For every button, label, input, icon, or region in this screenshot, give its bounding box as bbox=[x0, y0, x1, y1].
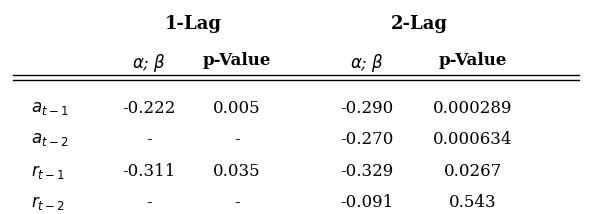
Text: $r_{t-1}$: $r_{t-1}$ bbox=[31, 163, 65, 181]
Text: $a_{t-2}$: $a_{t-2}$ bbox=[31, 131, 68, 148]
Text: 0.005: 0.005 bbox=[213, 100, 261, 117]
Text: -: - bbox=[234, 131, 240, 148]
Text: $\alpha$; $\beta$: $\alpha$; $\beta$ bbox=[132, 52, 166, 74]
Text: $r_{t-2}$: $r_{t-2}$ bbox=[31, 194, 65, 212]
Text: 0.0267: 0.0267 bbox=[443, 163, 502, 180]
Text: 1-Lag: 1-Lag bbox=[165, 15, 221, 33]
Text: 2-Lag: 2-Lag bbox=[391, 15, 448, 33]
Text: 0.000634: 0.000634 bbox=[433, 131, 513, 148]
Text: 0.000289: 0.000289 bbox=[433, 100, 513, 117]
Text: 0.543: 0.543 bbox=[449, 194, 497, 211]
Text: -0.311: -0.311 bbox=[122, 163, 175, 180]
Text: -: - bbox=[146, 194, 152, 211]
Text: -: - bbox=[234, 194, 240, 211]
Text: $a_{t-1}$: $a_{t-1}$ bbox=[31, 100, 68, 117]
Text: -0.222: -0.222 bbox=[122, 100, 175, 117]
Text: 0.035: 0.035 bbox=[213, 163, 261, 180]
Text: -0.329: -0.329 bbox=[340, 163, 393, 180]
Text: -: - bbox=[146, 131, 152, 148]
Text: -0.091: -0.091 bbox=[340, 194, 393, 211]
Text: -0.270: -0.270 bbox=[340, 131, 394, 148]
Text: p-Value: p-Value bbox=[439, 52, 507, 70]
Text: -0.290: -0.290 bbox=[340, 100, 393, 117]
Text: p-Value: p-Value bbox=[203, 52, 271, 70]
Text: $\alpha$; $\beta$: $\alpha$; $\beta$ bbox=[350, 52, 384, 74]
